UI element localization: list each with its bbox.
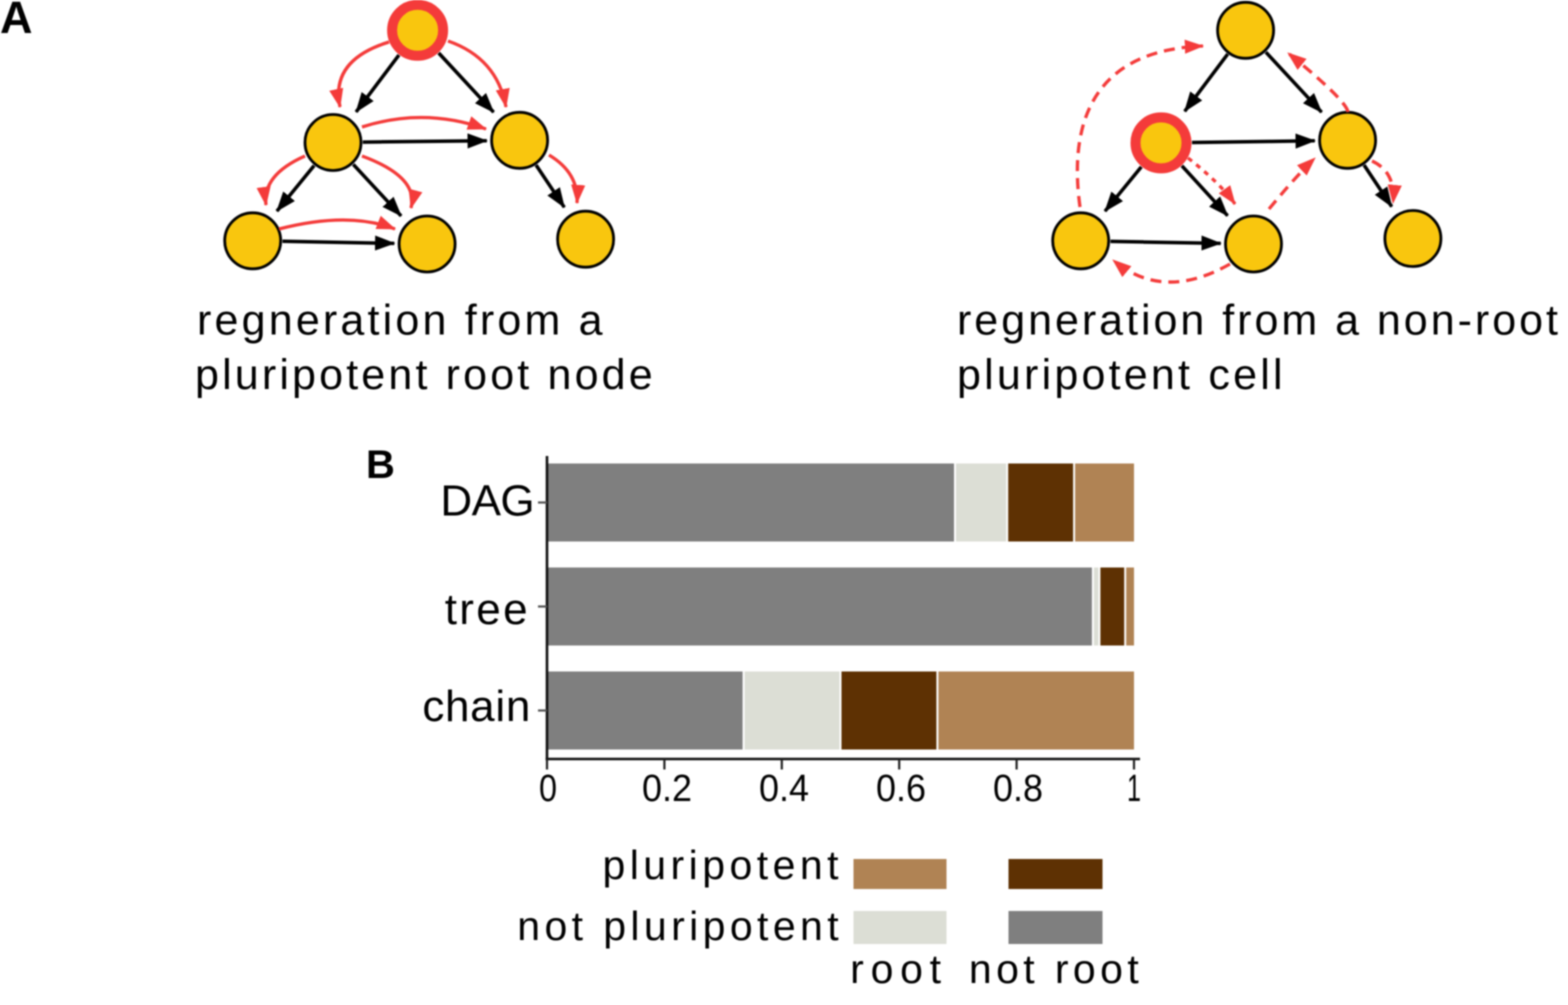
svg-text:pluripotent cell: pluripotent cell [957, 351, 1286, 399]
svg-text:root: root [850, 946, 948, 992]
svg-text:pluripotent: pluripotent [602, 842, 843, 888]
svg-text:1: 1 [1127, 768, 1141, 810]
svg-text:0: 0 [539, 768, 557, 810]
svg-text:0.2: 0.2 [642, 768, 692, 810]
svg-text:B: B [366, 443, 395, 487]
svg-text:0.8: 0.8 [993, 768, 1043, 810]
svg-text:regneration from a: regneration from a [197, 297, 606, 345]
svg-text:tree: tree [445, 585, 530, 634]
svg-text:0.6: 0.6 [876, 768, 926, 810]
svg-text:0.4: 0.4 [759, 768, 809, 810]
svg-text:regneration from a non-root: regneration from a non-root [957, 297, 1561, 345]
svg-text:DAG: DAG [440, 477, 534, 526]
svg-text:A: A [0, 0, 33, 43]
svg-text:pluripotent root node: pluripotent root node [195, 351, 656, 399]
svg-text:not root: not root [969, 946, 1143, 992]
svg-text:chain: chain [422, 682, 531, 731]
svg-text:not pluripotent: not pluripotent [517, 903, 843, 949]
